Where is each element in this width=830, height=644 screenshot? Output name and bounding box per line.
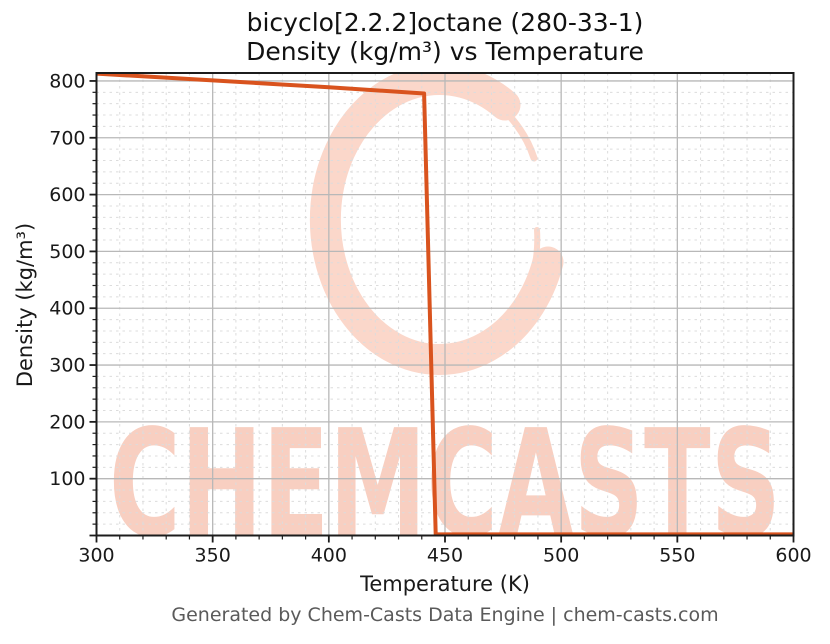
footer-credit: Generated by Chem-Casts Data Engine | ch… [171, 604, 719, 626]
chart-title: bicyclo[2.2.2]octane (280-33-1) Density … [96, 8, 794, 66]
chemcasts-logo-c-swirl-icon [309, 73, 564, 375]
y-tick-label: 300 [49, 355, 85, 377]
x-axis-label: Temperature (K) [360, 572, 530, 596]
y-tick-label: 700 [49, 127, 85, 149]
chart-title-line1: bicyclo[2.2.2]octane (280-33-1) [246, 8, 644, 37]
y-tick-label: 100 [49, 468, 85, 490]
x-tick-label: 600 [775, 545, 811, 567]
y-tick-label: 400 [49, 298, 85, 320]
y-tick-label: 200 [49, 411, 85, 433]
x-tick-label: 500 [543, 545, 579, 567]
y-tick-label: 600 [49, 184, 85, 206]
x-tick-label: 450 [427, 545, 463, 567]
y-tick-labels: 100 200 300 400 500 600 700 800 [49, 70, 85, 490]
x-tick-label: 300 [78, 545, 114, 567]
x-tick-label: 400 [311, 545, 347, 567]
y-tick-label: 800 [49, 70, 85, 92]
major-gridlines [96, 73, 794, 536]
x-tick-label: 350 [195, 545, 231, 567]
series-line-density [96, 73, 794, 536]
x-tick-label: 550 [659, 545, 695, 567]
x-tick-labels: 300 350 400 450 500 550 600 [78, 545, 811, 567]
y-axis-label: Density (kg/m³) [13, 222, 37, 388]
chart-title-line2: Density (kg/m³) vs Temperature [246, 37, 644, 66]
axis-ticks [89, 80, 795, 543]
y-tick-label: 500 [49, 241, 85, 263]
